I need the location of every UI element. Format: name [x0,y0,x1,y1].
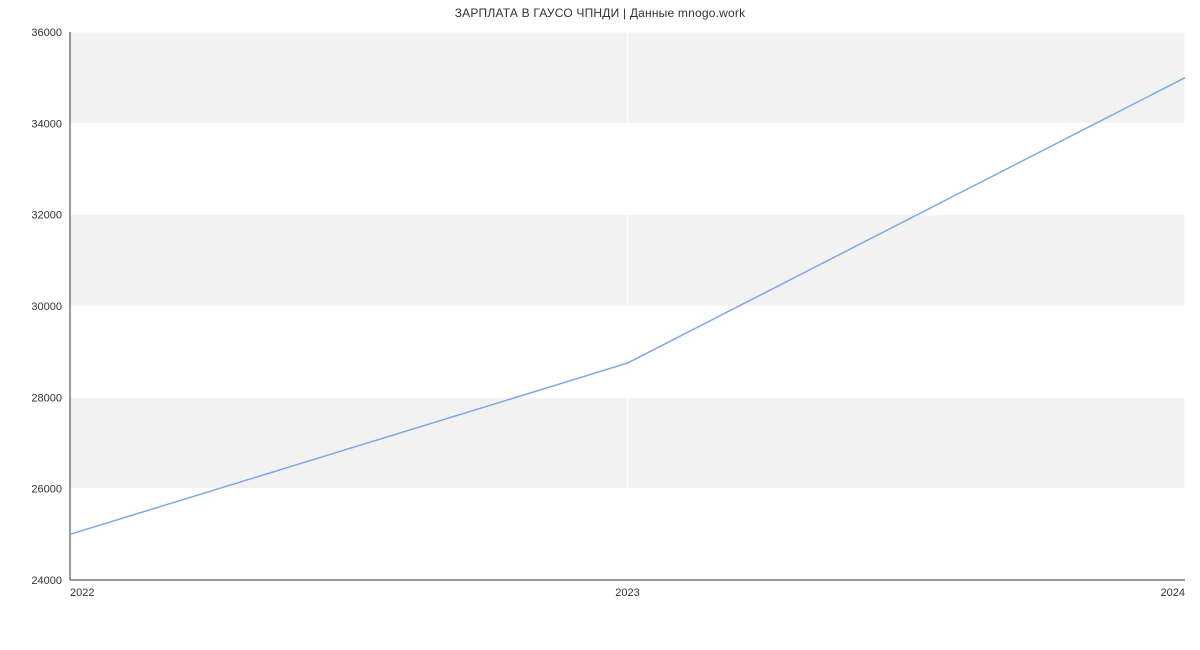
x-tick-label: 2023 [615,587,639,599]
chart-svg: 24000 26000 28000 30000 32000 34000 36000 2022 2… [0,0,1200,650]
chart-title: ЗАРПЛАТА В ГАУСО ЧПНДИ | Данные mnogo.wo… [0,6,1200,20]
y-tick-label: 36000 [31,27,62,39]
y-tick-label: 26000 [31,484,62,496]
x-tick-label: 2022 [70,587,94,599]
y-tick-label: 34000 [31,118,62,130]
y-tick-label: 24000 [31,575,62,587]
y-tick-label: 32000 [31,210,62,222]
x-tick-label: 2024 [1161,587,1185,599]
salary-line-chart: ЗАРПЛАТА В ГАУСО ЧПНДИ | Данные mnogo.wo… [0,0,1200,650]
y-tick-label: 30000 [31,301,62,313]
y-tick-label: 28000 [31,392,62,404]
